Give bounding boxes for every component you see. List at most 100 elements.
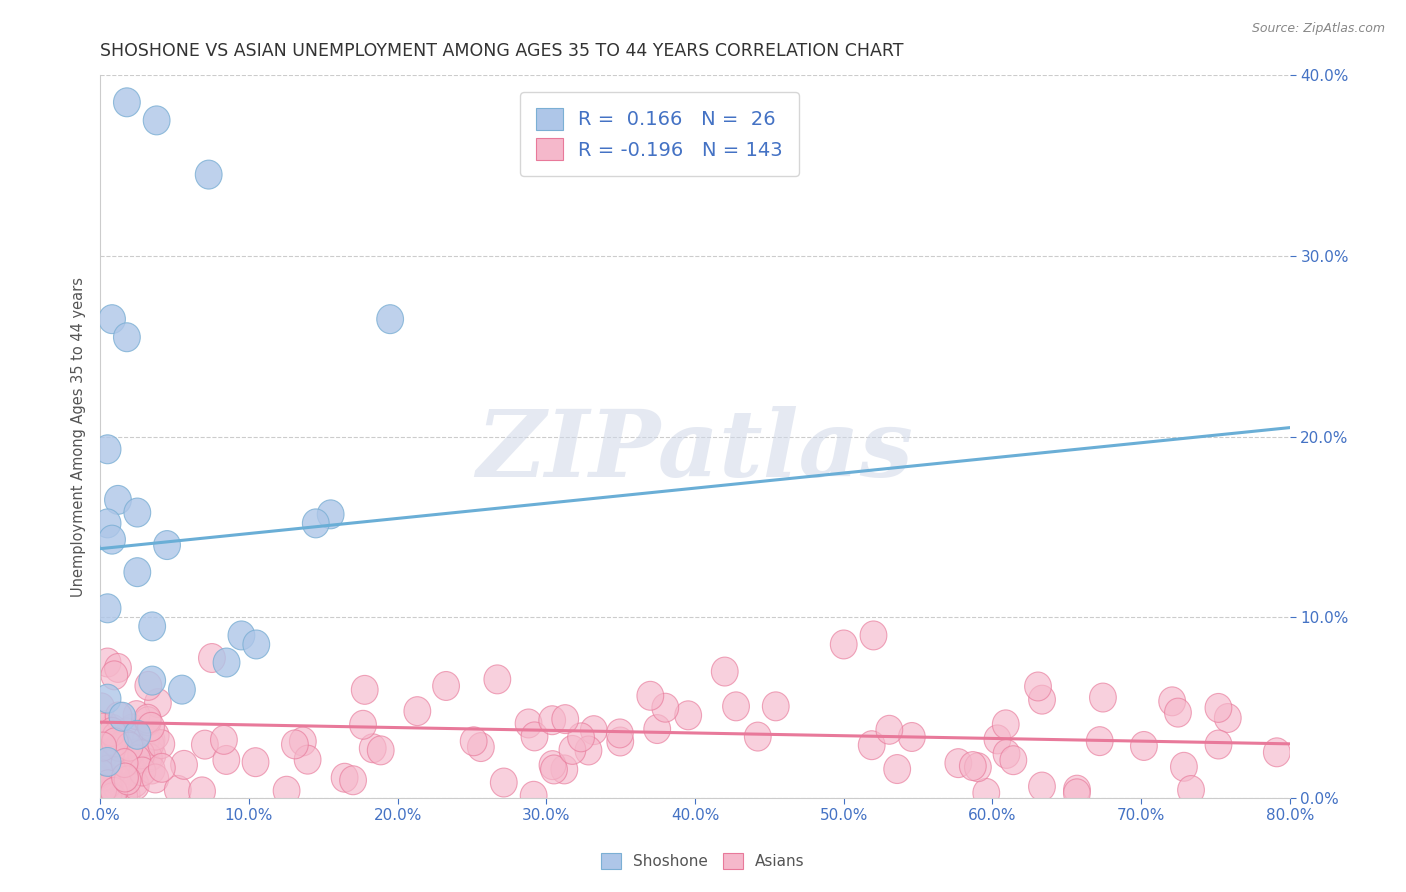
Ellipse shape	[114, 780, 141, 810]
Text: Source: ZipAtlas.com: Source: ZipAtlas.com	[1251, 22, 1385, 36]
Ellipse shape	[551, 705, 579, 733]
Ellipse shape	[1164, 698, 1191, 727]
Ellipse shape	[94, 509, 121, 538]
Ellipse shape	[124, 721, 150, 749]
Ellipse shape	[121, 768, 148, 797]
Ellipse shape	[243, 630, 270, 659]
Ellipse shape	[318, 500, 344, 529]
Ellipse shape	[273, 776, 299, 805]
Ellipse shape	[94, 434, 121, 464]
Ellipse shape	[281, 730, 308, 759]
Ellipse shape	[117, 732, 143, 761]
Ellipse shape	[138, 713, 165, 741]
Ellipse shape	[103, 766, 131, 795]
Ellipse shape	[551, 755, 578, 784]
Ellipse shape	[132, 725, 159, 754]
Ellipse shape	[1000, 746, 1026, 774]
Ellipse shape	[149, 754, 176, 782]
Ellipse shape	[211, 725, 238, 755]
Ellipse shape	[404, 697, 430, 725]
Ellipse shape	[860, 621, 887, 650]
Ellipse shape	[242, 747, 269, 777]
Ellipse shape	[340, 766, 367, 795]
Ellipse shape	[831, 630, 858, 659]
Ellipse shape	[522, 722, 548, 751]
Ellipse shape	[165, 775, 191, 805]
Ellipse shape	[568, 723, 595, 752]
Ellipse shape	[467, 732, 495, 762]
Ellipse shape	[1264, 738, 1291, 767]
Ellipse shape	[96, 779, 122, 808]
Ellipse shape	[94, 770, 121, 798]
Ellipse shape	[131, 739, 157, 767]
Ellipse shape	[94, 594, 121, 623]
Ellipse shape	[607, 727, 634, 756]
Ellipse shape	[637, 681, 664, 710]
Ellipse shape	[675, 701, 702, 730]
Ellipse shape	[332, 764, 359, 792]
Ellipse shape	[96, 755, 122, 784]
Ellipse shape	[91, 711, 118, 739]
Ellipse shape	[87, 759, 114, 788]
Ellipse shape	[105, 738, 132, 766]
Ellipse shape	[191, 731, 218, 759]
Ellipse shape	[103, 772, 129, 801]
Ellipse shape	[858, 731, 886, 760]
Ellipse shape	[89, 713, 115, 742]
Ellipse shape	[111, 748, 138, 778]
Ellipse shape	[484, 665, 510, 694]
Ellipse shape	[228, 621, 254, 650]
Ellipse shape	[104, 485, 131, 515]
Ellipse shape	[148, 730, 174, 758]
Ellipse shape	[377, 305, 404, 334]
Ellipse shape	[433, 672, 460, 700]
Ellipse shape	[1215, 704, 1241, 732]
Ellipse shape	[538, 751, 565, 780]
Ellipse shape	[652, 693, 679, 723]
Ellipse shape	[762, 692, 789, 721]
Ellipse shape	[302, 509, 329, 538]
Ellipse shape	[97, 740, 124, 769]
Ellipse shape	[290, 727, 316, 756]
Ellipse shape	[993, 710, 1019, 739]
Ellipse shape	[87, 693, 114, 722]
Ellipse shape	[195, 161, 222, 189]
Ellipse shape	[188, 777, 215, 805]
Ellipse shape	[98, 783, 125, 812]
Ellipse shape	[124, 558, 150, 587]
Ellipse shape	[128, 739, 155, 769]
Ellipse shape	[129, 757, 156, 786]
Ellipse shape	[711, 657, 738, 686]
Ellipse shape	[94, 747, 121, 776]
Ellipse shape	[120, 756, 146, 785]
Ellipse shape	[135, 743, 162, 772]
Ellipse shape	[90, 775, 117, 804]
Ellipse shape	[122, 771, 149, 800]
Ellipse shape	[491, 768, 517, 797]
Legend: R =  0.166   N =  26, R = -0.196   N = 143: R = 0.166 N = 26, R = -0.196 N = 143	[520, 92, 799, 176]
Ellipse shape	[139, 666, 166, 695]
Ellipse shape	[94, 648, 121, 677]
Ellipse shape	[111, 781, 138, 811]
Ellipse shape	[606, 719, 633, 747]
Ellipse shape	[101, 728, 128, 756]
Ellipse shape	[884, 755, 911, 783]
Legend: Shoshone, Asians: Shoshone, Asians	[595, 847, 811, 875]
Ellipse shape	[124, 498, 150, 527]
Ellipse shape	[138, 756, 165, 784]
Ellipse shape	[723, 692, 749, 721]
Ellipse shape	[105, 732, 132, 762]
Ellipse shape	[103, 772, 129, 800]
Ellipse shape	[965, 753, 991, 781]
Ellipse shape	[98, 731, 125, 760]
Ellipse shape	[142, 721, 169, 750]
Ellipse shape	[993, 739, 1019, 768]
Ellipse shape	[644, 714, 671, 744]
Ellipse shape	[1205, 730, 1232, 759]
Ellipse shape	[96, 750, 122, 779]
Ellipse shape	[103, 723, 129, 751]
Ellipse shape	[460, 727, 486, 756]
Ellipse shape	[538, 706, 565, 735]
Ellipse shape	[575, 736, 602, 765]
Ellipse shape	[744, 723, 772, 751]
